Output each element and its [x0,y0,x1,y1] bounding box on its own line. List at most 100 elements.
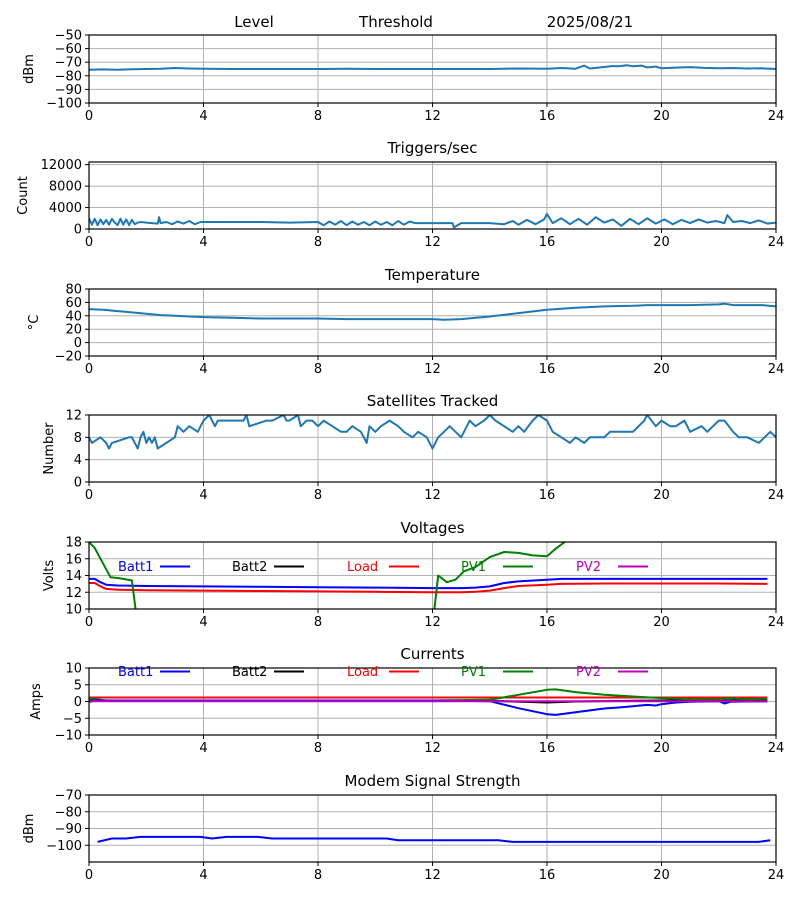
x-tick-label: 20 [653,868,670,883]
x-tick-label: 8 [314,362,322,377]
x-tick-label: 8 [314,741,322,756]
y-tick-label: 4000 [49,201,82,216]
chart-title: Currents [400,645,464,663]
y-tick-label: 0 [74,223,82,238]
panel-modem: 0 4 8 12 16 20 24 −100 −90 −80−70 dBm Modem Signal … [22,772,784,883]
y-tick-label: 4 [74,453,82,468]
x-tick-label: 24 [768,362,785,377]
y-tick-label: 60 [65,296,82,311]
x-tick-label: 4 [199,741,207,756]
y-tick-label: 20 [65,323,82,338]
x-tick-label: 8 [314,615,322,630]
y-tick-label: 0 [74,695,82,710]
x-tick-label: 12 [424,362,441,377]
x-tick-label: 12 [424,615,441,630]
y-tick-label: −100 [46,839,82,854]
y-tick-label: 80 [65,283,82,298]
series-line-satellites [89,415,776,450]
y-tick-label: 14 [65,569,82,584]
legend: Batt1 Batt2 Load PV1 PV2 [118,560,648,575]
legend-label-pv2: PV2 [576,560,601,575]
legend-label-batt2: Batt2 [232,665,267,680]
panel-satellites: 0 4 8 12 16 20 24 0 4 8 12 Number Satellites Tracked [42,392,784,503]
legend-label-pv1: PV1 [461,560,486,575]
x-tick-label: 8 [314,109,322,124]
y-axis-label: °C [27,315,42,331]
panel-level: 0 4 8 12 16 20 24 −100−90−80−70−60−50 dBm [22,29,784,125]
y-tick-label: −70 [55,56,82,71]
x-tick-label: 4 [199,868,207,883]
x-tick-label: 8 [314,868,322,883]
y-tick-label: −60 [55,42,82,57]
header-threshold-title: Threshold [358,13,433,31]
y-tick-label: 0 [74,336,82,351]
series-line-pv1 [89,688,768,702]
x-tick-label: 16 [539,109,556,124]
y-tick-label: −100 [46,97,82,112]
y-tick-label: −50 [55,29,82,44]
legend-label-batt1: Batt1 [118,560,153,575]
legend: Batt1 Batt2 Load PV1 PV2 [118,665,648,680]
series-line-load [89,582,768,594]
chart-title: Satellites Tracked [367,392,498,410]
legend-label-batt1: Batt1 [118,665,153,680]
series-line-modem [97,835,771,843]
chart-title: Triggers/sec [387,139,478,157]
header-level-title: Level [234,13,274,31]
y-tick-label: −10 [55,729,82,744]
x-tick-label: 20 [653,488,670,503]
x-tick-label: 0 [85,615,93,630]
header-date: 2025/08/21 [547,13,633,31]
chart-title: Voltages [400,519,464,537]
y-tick-label: 16 [65,552,82,567]
y-tick-label: −20 [55,350,82,365]
x-tick-label: 12 [424,488,441,503]
y-tick-label: 40 [65,309,82,324]
x-tick-label: 20 [653,615,670,630]
x-tick-label: 12 [424,109,441,124]
y-axis-label: Volts [42,560,57,592]
y-tick-label: −80 [55,805,82,820]
y-tick-label: 8000 [49,180,82,195]
x-tick-label: 8 [314,235,322,250]
x-tick-label: 24 [768,741,785,756]
y-tick-label: 0 [74,476,82,491]
y-tick-label: −90 [55,83,82,98]
y-tick-label: −70 [55,789,82,804]
x-tick-label: 16 [539,235,556,250]
x-tick-label: 4 [199,488,207,503]
y-axis-label: Amps [29,683,44,720]
y-axis-label: Number [42,422,57,475]
series-line-pv1 [89,542,567,609]
x-tick-label: 0 [85,868,93,883]
x-tick-label: 12 [424,741,441,756]
series-line-temperature [89,302,776,321]
chart-title: Modem Signal Strength [345,772,521,790]
x-tick-label: 4 [199,615,207,630]
x-tick-label: 16 [539,488,556,503]
chart-title: Temperature [384,266,480,284]
y-axis-label: Count [16,176,31,215]
y-tick-label: 12 [65,409,82,424]
x-tick-label: 16 [539,741,556,756]
x-tick-label: 12 [424,235,441,250]
header-titles: Level Threshold 2025/08/21 [234,13,633,31]
x-tick-label: 20 [653,235,670,250]
x-tick-label: 24 [768,868,785,883]
y-tick-label: 12 [65,586,82,601]
x-tick-label: 0 [85,235,93,250]
y-tick-label: −5 [63,712,82,727]
legend-label-load: Load [347,560,378,575]
x-tick-label: 24 [768,615,785,630]
x-tick-label: 20 [653,741,670,756]
x-tick-label: 4 [199,109,207,124]
series-line-level [89,64,776,71]
legend-label-pv1: PV1 [461,665,486,680]
legend-label-load: Load [347,665,378,680]
y-tick-label: 10 [65,603,82,618]
y-tick-label: −80 [55,69,82,84]
x-tick-label: 24 [768,109,785,124]
